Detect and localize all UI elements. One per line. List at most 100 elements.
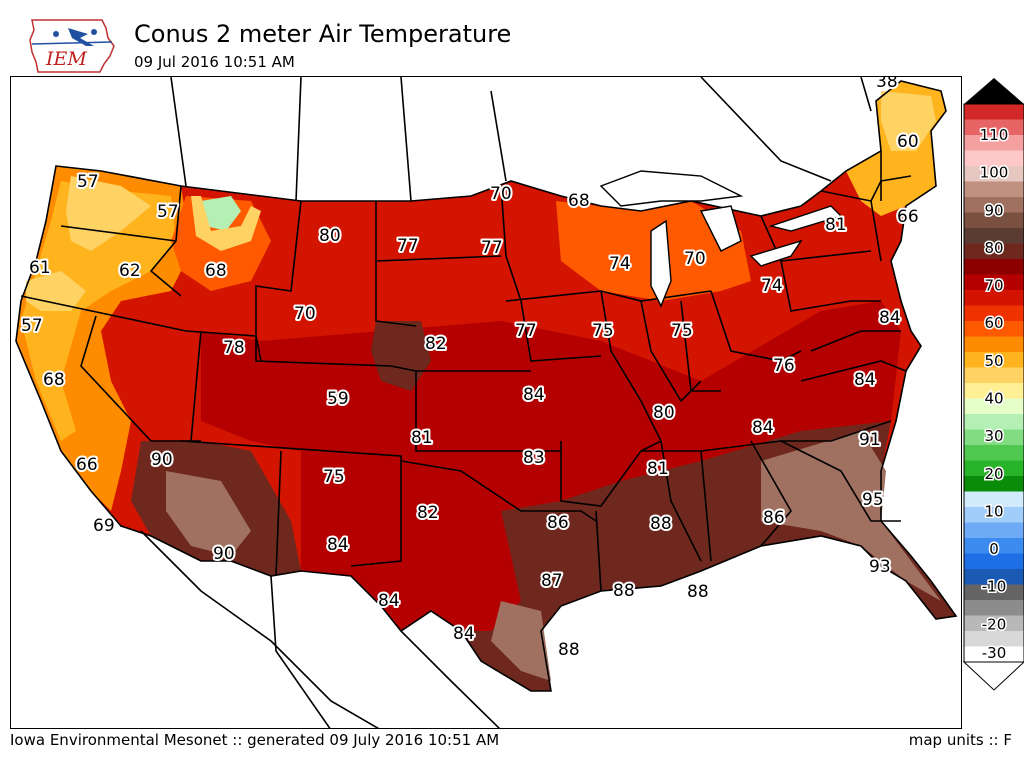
international-boundaries xyxy=(140,77,872,728)
colorbar-swatch xyxy=(964,212,1024,229)
station-value: 70 xyxy=(294,304,316,324)
station-value: 77 xyxy=(397,236,419,256)
colorbar-overflow-high xyxy=(964,78,1024,104)
colorbar-tick-label: 20 xyxy=(984,465,1003,483)
station-value: 84 xyxy=(879,308,901,328)
temperature-map: 38 60 57 57 70 68 66 81 80 77 77 61 62 6… xyxy=(15,77,958,728)
colorbar-swatch xyxy=(964,274,1024,291)
colorbar-swatch xyxy=(964,398,1024,415)
great-lakes xyxy=(599,170,843,308)
colorbar-tick-label: -10 xyxy=(982,578,1007,596)
station-value: 68 xyxy=(43,370,65,390)
colorbar-swatch xyxy=(964,569,1024,585)
station-value: 86 xyxy=(547,513,569,533)
colorbar-swatch xyxy=(964,367,1024,384)
station-value: 66 xyxy=(76,455,98,475)
colorbar-overflow-low xyxy=(962,661,1024,691)
colorbar-tick-label: 50 xyxy=(984,352,1003,370)
station-value: 77 xyxy=(481,238,503,258)
station-value: 57 xyxy=(157,202,179,222)
station-value: 75 xyxy=(323,467,345,487)
map-canvas: 38 60 57 57 70 68 66 81 80 77 77 61 62 6… xyxy=(10,76,962,729)
station-value: 93 xyxy=(869,557,891,577)
station-value: 75 xyxy=(671,321,693,341)
colorbar-swatch xyxy=(964,181,1024,198)
station-value: 68 xyxy=(205,261,227,281)
page-title: Conus 2 meter Air Temperature xyxy=(134,20,512,48)
station-value: 59 xyxy=(327,389,349,409)
station-value: 83 xyxy=(523,448,545,468)
colorbar-swatch xyxy=(964,166,1024,182)
colorbar-tick-label: -30 xyxy=(982,644,1007,662)
colorbar-swatch xyxy=(964,135,1024,151)
colorbar-swatch xyxy=(964,119,1024,136)
colorbar-swatch xyxy=(964,507,1024,523)
colorbar-tick-label: 60 xyxy=(984,314,1003,332)
texas-hot-zone xyxy=(301,451,521,631)
maine-mild-zone xyxy=(881,91,936,151)
footer-credit: Iowa Environmental Mesonet :: generated … xyxy=(10,731,500,749)
colorbar-swatch xyxy=(964,600,1024,616)
station-value: 88 xyxy=(558,640,580,660)
station-value: 80 xyxy=(319,226,341,246)
station-value: 81 xyxy=(411,428,433,448)
idaho-green-spot xyxy=(201,196,241,231)
station-value: 86 xyxy=(763,508,785,528)
station-value: 38 xyxy=(876,77,898,92)
colorbar-swatch xyxy=(964,522,1024,539)
station-value: 82 xyxy=(425,334,447,354)
state-boundaries xyxy=(15,80,958,692)
station-value: 68 xyxy=(568,191,590,211)
colorbar-swatch xyxy=(964,305,1024,322)
station-value: 84 xyxy=(378,591,400,611)
colorbar-swatch xyxy=(964,228,1024,244)
station-value: 84 xyxy=(854,370,876,390)
colorbar-tick-label: 110 xyxy=(980,126,1009,144)
southeast-hottest-zone xyxy=(761,431,941,601)
station-value: 88 xyxy=(687,582,709,602)
west-coast-mild-zone xyxy=(21,181,176,441)
station-value: 62 xyxy=(119,261,141,281)
colorbar-frame xyxy=(963,103,1024,663)
station-value: 80 xyxy=(653,403,675,423)
station-value: 57 xyxy=(77,172,99,192)
gulf-hottest-zone xyxy=(491,601,551,681)
colorbar-swatch xyxy=(964,150,1024,167)
station-value: 76 xyxy=(773,356,795,376)
colorbar-swatch xyxy=(964,615,1024,632)
station-value: 87 xyxy=(541,571,563,591)
colorbar-tick-label: 80 xyxy=(984,239,1003,257)
station-value: 84 xyxy=(453,624,475,644)
colorbar-swatch xyxy=(964,352,1024,368)
station-value: 84 xyxy=(327,535,349,555)
station-value: 95 xyxy=(862,490,884,510)
colorbar-tick-label: -20 xyxy=(982,615,1007,633)
idaho-yellow-ring xyxy=(191,196,261,251)
colorbar-swatch xyxy=(964,429,1024,446)
station-value: 70 xyxy=(684,249,706,269)
station-value: 81 xyxy=(825,215,847,235)
footer-units: map units :: F xyxy=(908,731,1012,749)
colorbar-swatch xyxy=(964,383,1024,399)
station-value: 61 xyxy=(29,258,51,278)
station-value: 74 xyxy=(609,254,631,274)
colorbar-swatch xyxy=(964,460,1024,477)
colorbar-swatch xyxy=(964,491,1024,508)
station-value: 69 xyxy=(93,516,115,536)
station-value: 78 xyxy=(223,338,245,358)
colorbar-swatch xyxy=(964,104,1024,120)
station-values: 38 60 57 57 70 68 66 81 80 77 77 61 62 6… xyxy=(19,77,921,662)
page-subtitle: 09 Jul 2016 10:51 AM xyxy=(134,53,295,71)
colorbar-swatch xyxy=(964,646,1024,663)
colorbar-swatch xyxy=(964,321,1024,337)
colorbar-swatch xyxy=(964,631,1024,647)
colorbar-swatch xyxy=(964,445,1024,461)
colorbar-swatch xyxy=(964,538,1024,554)
station-value: 60 xyxy=(897,132,919,152)
station-value: 91 xyxy=(859,430,881,450)
colorbar-swatch xyxy=(964,414,1024,430)
colorbar-swatch xyxy=(964,336,1024,353)
arizona-hot-core xyxy=(166,471,251,556)
colorbar-swatch xyxy=(964,290,1024,306)
